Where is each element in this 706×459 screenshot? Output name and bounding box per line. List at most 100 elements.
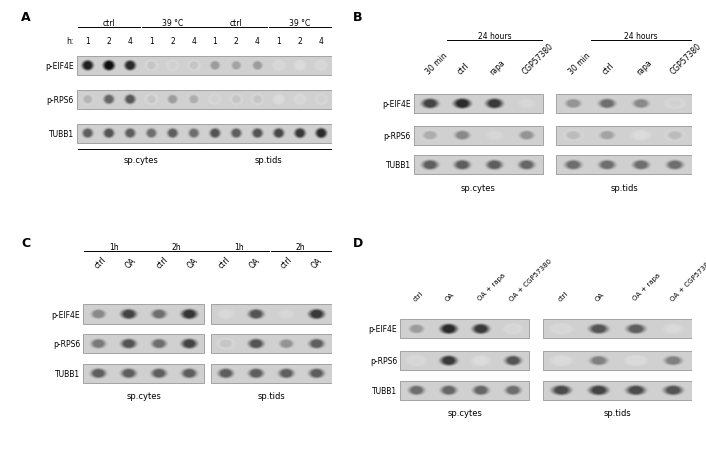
Ellipse shape — [316, 96, 325, 104]
Bar — [543, 319, 692, 339]
Ellipse shape — [154, 311, 164, 318]
Ellipse shape — [309, 369, 325, 378]
Ellipse shape — [443, 326, 454, 332]
Ellipse shape — [293, 128, 307, 140]
Ellipse shape — [102, 94, 116, 106]
Ellipse shape — [249, 310, 263, 319]
Ellipse shape — [440, 324, 457, 334]
Ellipse shape — [278, 369, 294, 378]
Ellipse shape — [182, 339, 197, 348]
Ellipse shape — [472, 356, 489, 366]
Text: 1: 1 — [276, 38, 281, 46]
Ellipse shape — [306, 308, 328, 320]
Bar — [83, 364, 205, 383]
Ellipse shape — [629, 130, 653, 142]
Ellipse shape — [626, 356, 646, 366]
Ellipse shape — [152, 340, 166, 348]
Text: ctrl: ctrl — [102, 19, 115, 28]
Ellipse shape — [252, 95, 263, 105]
Ellipse shape — [597, 130, 618, 142]
Ellipse shape — [629, 98, 653, 110]
Text: 2h: 2h — [172, 242, 181, 251]
Ellipse shape — [92, 369, 104, 377]
Ellipse shape — [457, 162, 467, 169]
Ellipse shape — [409, 357, 424, 365]
Ellipse shape — [591, 386, 606, 395]
Ellipse shape — [165, 60, 180, 73]
Ellipse shape — [567, 132, 580, 140]
Ellipse shape — [150, 309, 168, 320]
Ellipse shape — [630, 130, 652, 142]
Ellipse shape — [274, 129, 284, 138]
Ellipse shape — [294, 61, 306, 71]
Ellipse shape — [452, 130, 472, 142]
Ellipse shape — [180, 368, 198, 379]
Ellipse shape — [105, 96, 112, 103]
Ellipse shape — [566, 100, 580, 108]
Ellipse shape — [191, 130, 197, 137]
Ellipse shape — [122, 369, 136, 378]
Ellipse shape — [148, 62, 155, 70]
Ellipse shape — [455, 161, 470, 170]
Ellipse shape — [210, 62, 220, 71]
Ellipse shape — [275, 130, 282, 137]
Ellipse shape — [102, 61, 116, 72]
Ellipse shape — [93, 341, 103, 347]
Ellipse shape — [635, 101, 647, 107]
Ellipse shape — [600, 132, 614, 140]
Ellipse shape — [119, 368, 138, 379]
Ellipse shape — [295, 129, 305, 138]
Ellipse shape — [469, 355, 492, 367]
Ellipse shape — [520, 132, 534, 140]
Ellipse shape — [663, 324, 683, 334]
Ellipse shape — [451, 159, 474, 172]
Text: 1: 1 — [85, 38, 90, 46]
Text: sp.tids: sp.tids — [604, 409, 631, 417]
Ellipse shape — [508, 358, 518, 364]
Ellipse shape — [119, 338, 138, 350]
Bar — [210, 334, 332, 353]
Ellipse shape — [489, 162, 500, 169]
Ellipse shape — [316, 129, 327, 139]
Bar — [210, 305, 332, 324]
Ellipse shape — [229, 128, 243, 140]
Ellipse shape — [250, 128, 265, 140]
Ellipse shape — [188, 129, 200, 139]
Ellipse shape — [472, 385, 491, 396]
Ellipse shape — [126, 62, 135, 70]
Ellipse shape — [635, 162, 647, 169]
Ellipse shape — [443, 357, 455, 364]
Ellipse shape — [549, 355, 573, 367]
Ellipse shape — [210, 129, 221, 139]
Ellipse shape — [420, 130, 441, 142]
Ellipse shape — [254, 130, 261, 137]
Ellipse shape — [518, 161, 535, 170]
Ellipse shape — [152, 310, 166, 319]
Text: h:: h: — [66, 38, 74, 46]
Ellipse shape — [154, 370, 164, 377]
Ellipse shape — [635, 133, 647, 139]
Ellipse shape — [452, 160, 472, 171]
Ellipse shape — [412, 358, 421, 364]
Ellipse shape — [279, 369, 294, 378]
Text: rapa: rapa — [488, 58, 507, 77]
Ellipse shape — [216, 368, 236, 379]
Bar — [556, 156, 692, 175]
Ellipse shape — [84, 130, 92, 138]
Text: 39 °C: 39 °C — [289, 19, 311, 28]
Ellipse shape — [564, 99, 582, 109]
Ellipse shape — [168, 96, 177, 104]
Ellipse shape — [406, 385, 427, 396]
Ellipse shape — [311, 340, 323, 348]
Ellipse shape — [419, 159, 441, 172]
Ellipse shape — [440, 356, 457, 366]
Text: 2: 2 — [107, 38, 112, 46]
Ellipse shape — [280, 340, 293, 348]
Ellipse shape — [457, 133, 467, 139]
Ellipse shape — [412, 387, 421, 394]
Ellipse shape — [251, 61, 264, 72]
Ellipse shape — [102, 129, 115, 139]
Ellipse shape — [126, 130, 134, 138]
Ellipse shape — [589, 356, 609, 366]
Ellipse shape — [90, 309, 107, 319]
